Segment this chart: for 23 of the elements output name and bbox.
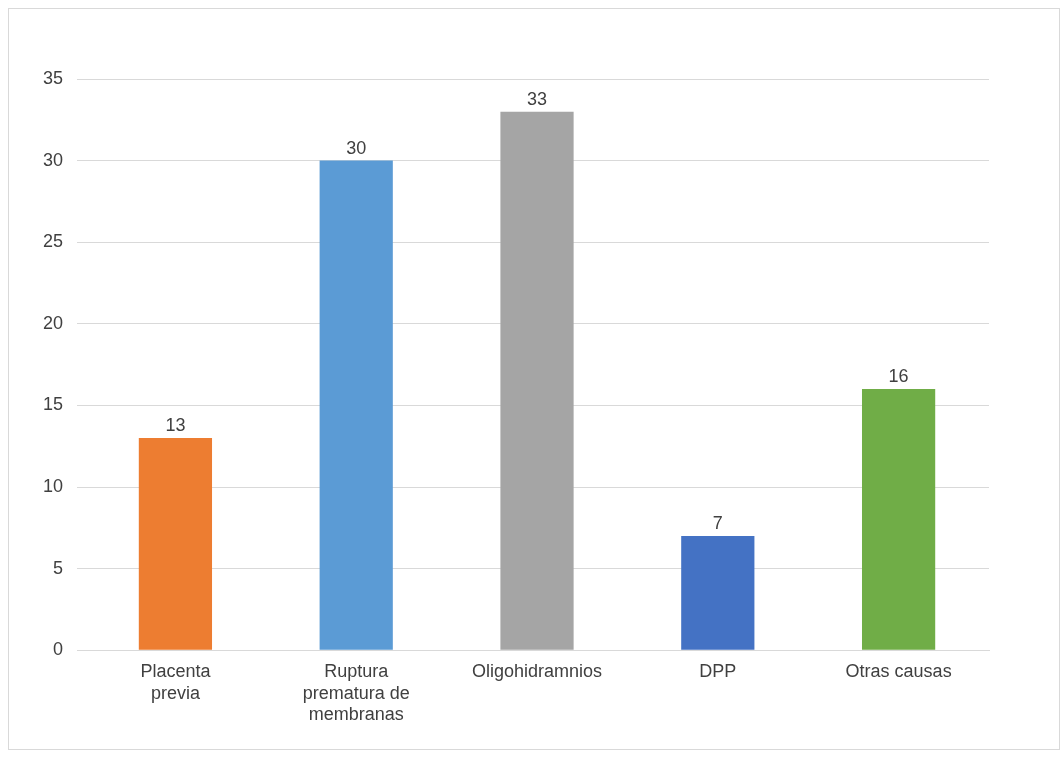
y-tick-label: 15	[42, 394, 64, 415]
bar	[861, 389, 936, 650]
data-label: 7	[712, 512, 723, 533]
y-tick-label: 20	[42, 312, 64, 333]
y-tick-label: 0	[53, 639, 64, 660]
data-label: 30	[346, 137, 367, 158]
x-tick-label: Oligohidramnios	[471, 660, 603, 681]
data-label: 16	[888, 366, 909, 387]
y-tick-label: 5	[53, 557, 64, 578]
bar	[138, 438, 213, 650]
x-tick-label: DPP	[699, 660, 737, 681]
y-tick-label: 35	[42, 67, 64, 88]
bar	[500, 111, 574, 650]
bar	[681, 535, 755, 650]
data-label: 33	[527, 88, 548, 109]
y-tick-label: 30	[42, 149, 64, 170]
x-tick-label: Placenta previa	[140, 660, 212, 703]
y-tick-label: 25	[42, 231, 64, 252]
y-tick-label: 10	[42, 475, 64, 496]
x-tick-label: Ruptura prematura de membranas	[302, 660, 410, 725]
bar	[319, 160, 393, 650]
x-tick-label: Otras causas	[845, 660, 952, 681]
data-label: 13	[165, 415, 186, 436]
